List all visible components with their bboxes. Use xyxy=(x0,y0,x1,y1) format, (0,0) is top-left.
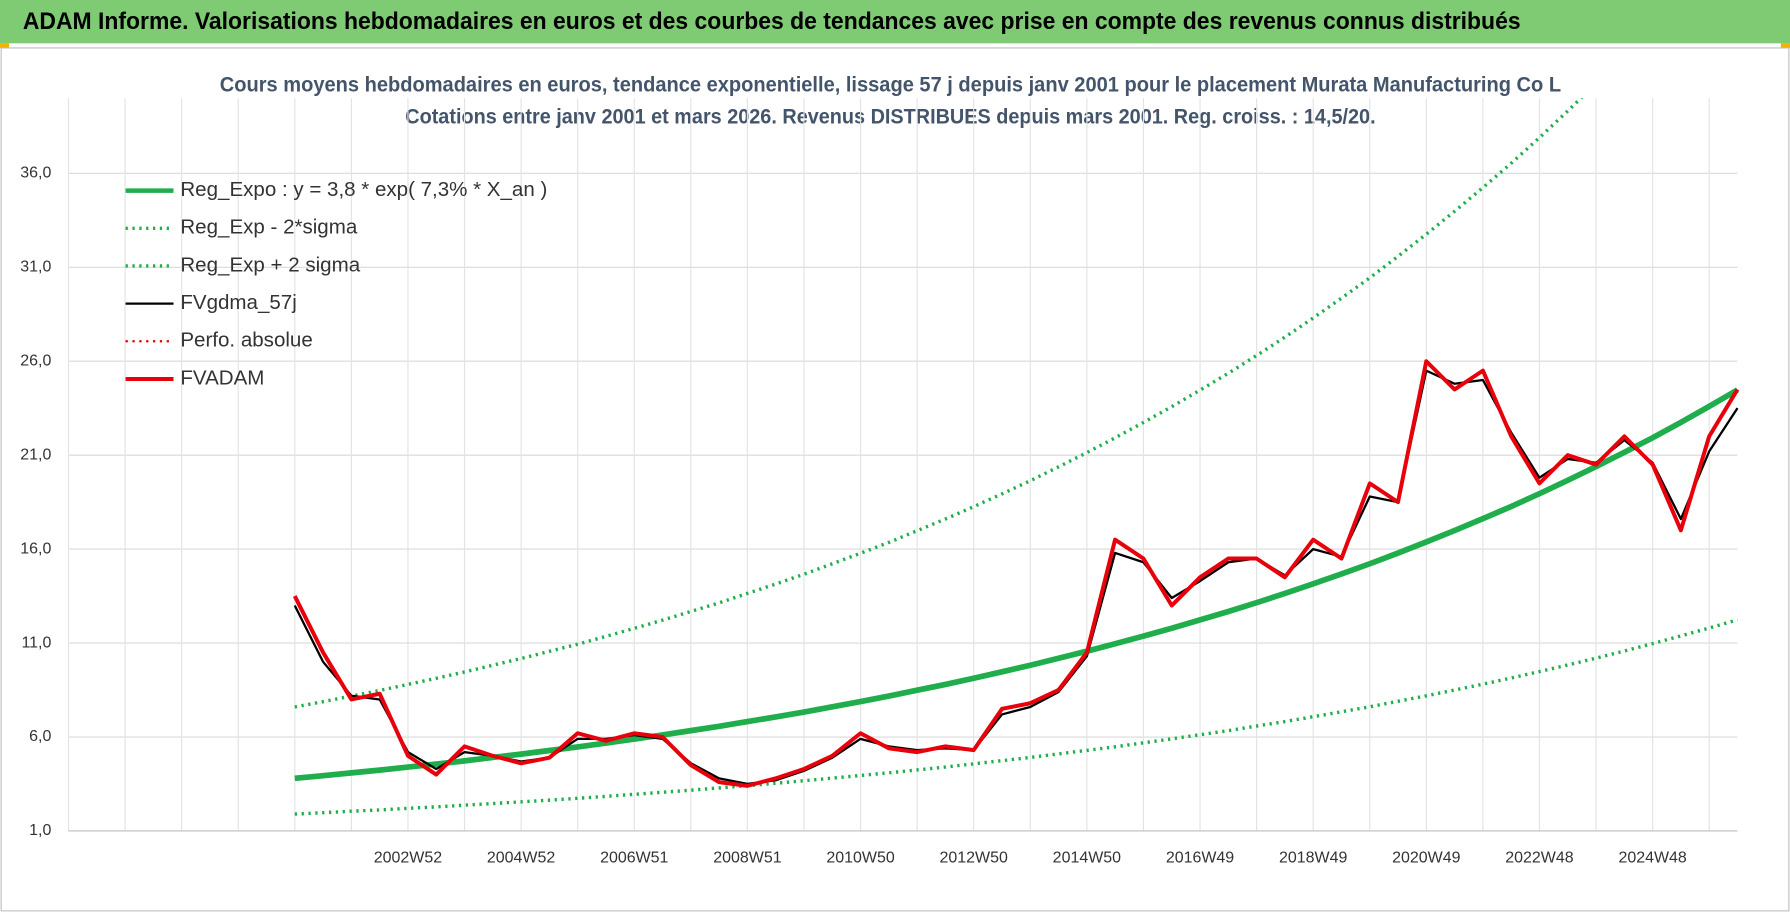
y-tick-label: 31,0 xyxy=(20,258,51,275)
x-tick-label: 2020W49 xyxy=(1392,850,1460,867)
corner xyxy=(1780,43,1790,48)
plot-area xyxy=(292,98,1740,816)
x-tick-label: 2014W50 xyxy=(1053,850,1121,867)
y-tick-label: 1,0 xyxy=(29,822,51,839)
legend-label: FVADAM xyxy=(180,366,264,389)
legend: Reg_Expo : y = 3,8 * exp( 7,3% * X_an ) R… xyxy=(125,178,547,389)
chart-subtitle: Cotations entre janv 2001 et mars 2026. … xyxy=(405,103,1375,128)
x-tick-label: 2022W48 xyxy=(1505,850,1573,867)
x-tick-label: 2010W50 xyxy=(826,850,894,867)
y-tick-label: 21,0 xyxy=(20,446,51,463)
x-tick-label: 2018W49 xyxy=(1279,850,1347,867)
series-line xyxy=(294,618,1738,816)
x-tick-label: 2012W50 xyxy=(940,850,1008,867)
y-tick-label: 11,0 xyxy=(21,634,51,651)
frame xyxy=(0,47,1790,912)
corner xyxy=(0,43,10,48)
series-line xyxy=(292,359,1740,788)
y-tick-label: 16,0 xyxy=(20,540,51,557)
y-tick-label: 26,0 xyxy=(20,352,51,369)
y-tick-label: 6,0 xyxy=(29,728,51,745)
x-tick-label: 2024W48 xyxy=(1618,850,1686,867)
x-tick-label: 2002W52 xyxy=(374,850,442,867)
series-line xyxy=(294,387,1739,782)
chart-title: Cours moyens hebdomadaires en euros, ten… xyxy=(220,71,1561,96)
legend-label: FVgdma_57j xyxy=(180,291,296,314)
legend-label: Perfo. absolue xyxy=(180,329,312,352)
x-tick-label: 2004W52 xyxy=(487,850,555,867)
header-title: ADAM Informe. Valorisations hebdomadaire… xyxy=(23,8,1521,35)
x-tick-label: 2006W51 xyxy=(600,850,668,867)
legend-label: Reg_Exp + 2 sigma xyxy=(180,253,360,276)
x-tick-label: 2016W49 xyxy=(1166,850,1234,867)
legend-label: Reg_Expo : y = 3,8 * exp( 7,3% * X_an ) xyxy=(180,178,547,201)
header-bar xyxy=(0,0,1790,44)
y-tick-label: 36,0 xyxy=(20,165,51,182)
legend-label: Reg_Exp - 2*sigma xyxy=(180,216,357,239)
x-tick-label: 2008W51 xyxy=(713,850,781,867)
